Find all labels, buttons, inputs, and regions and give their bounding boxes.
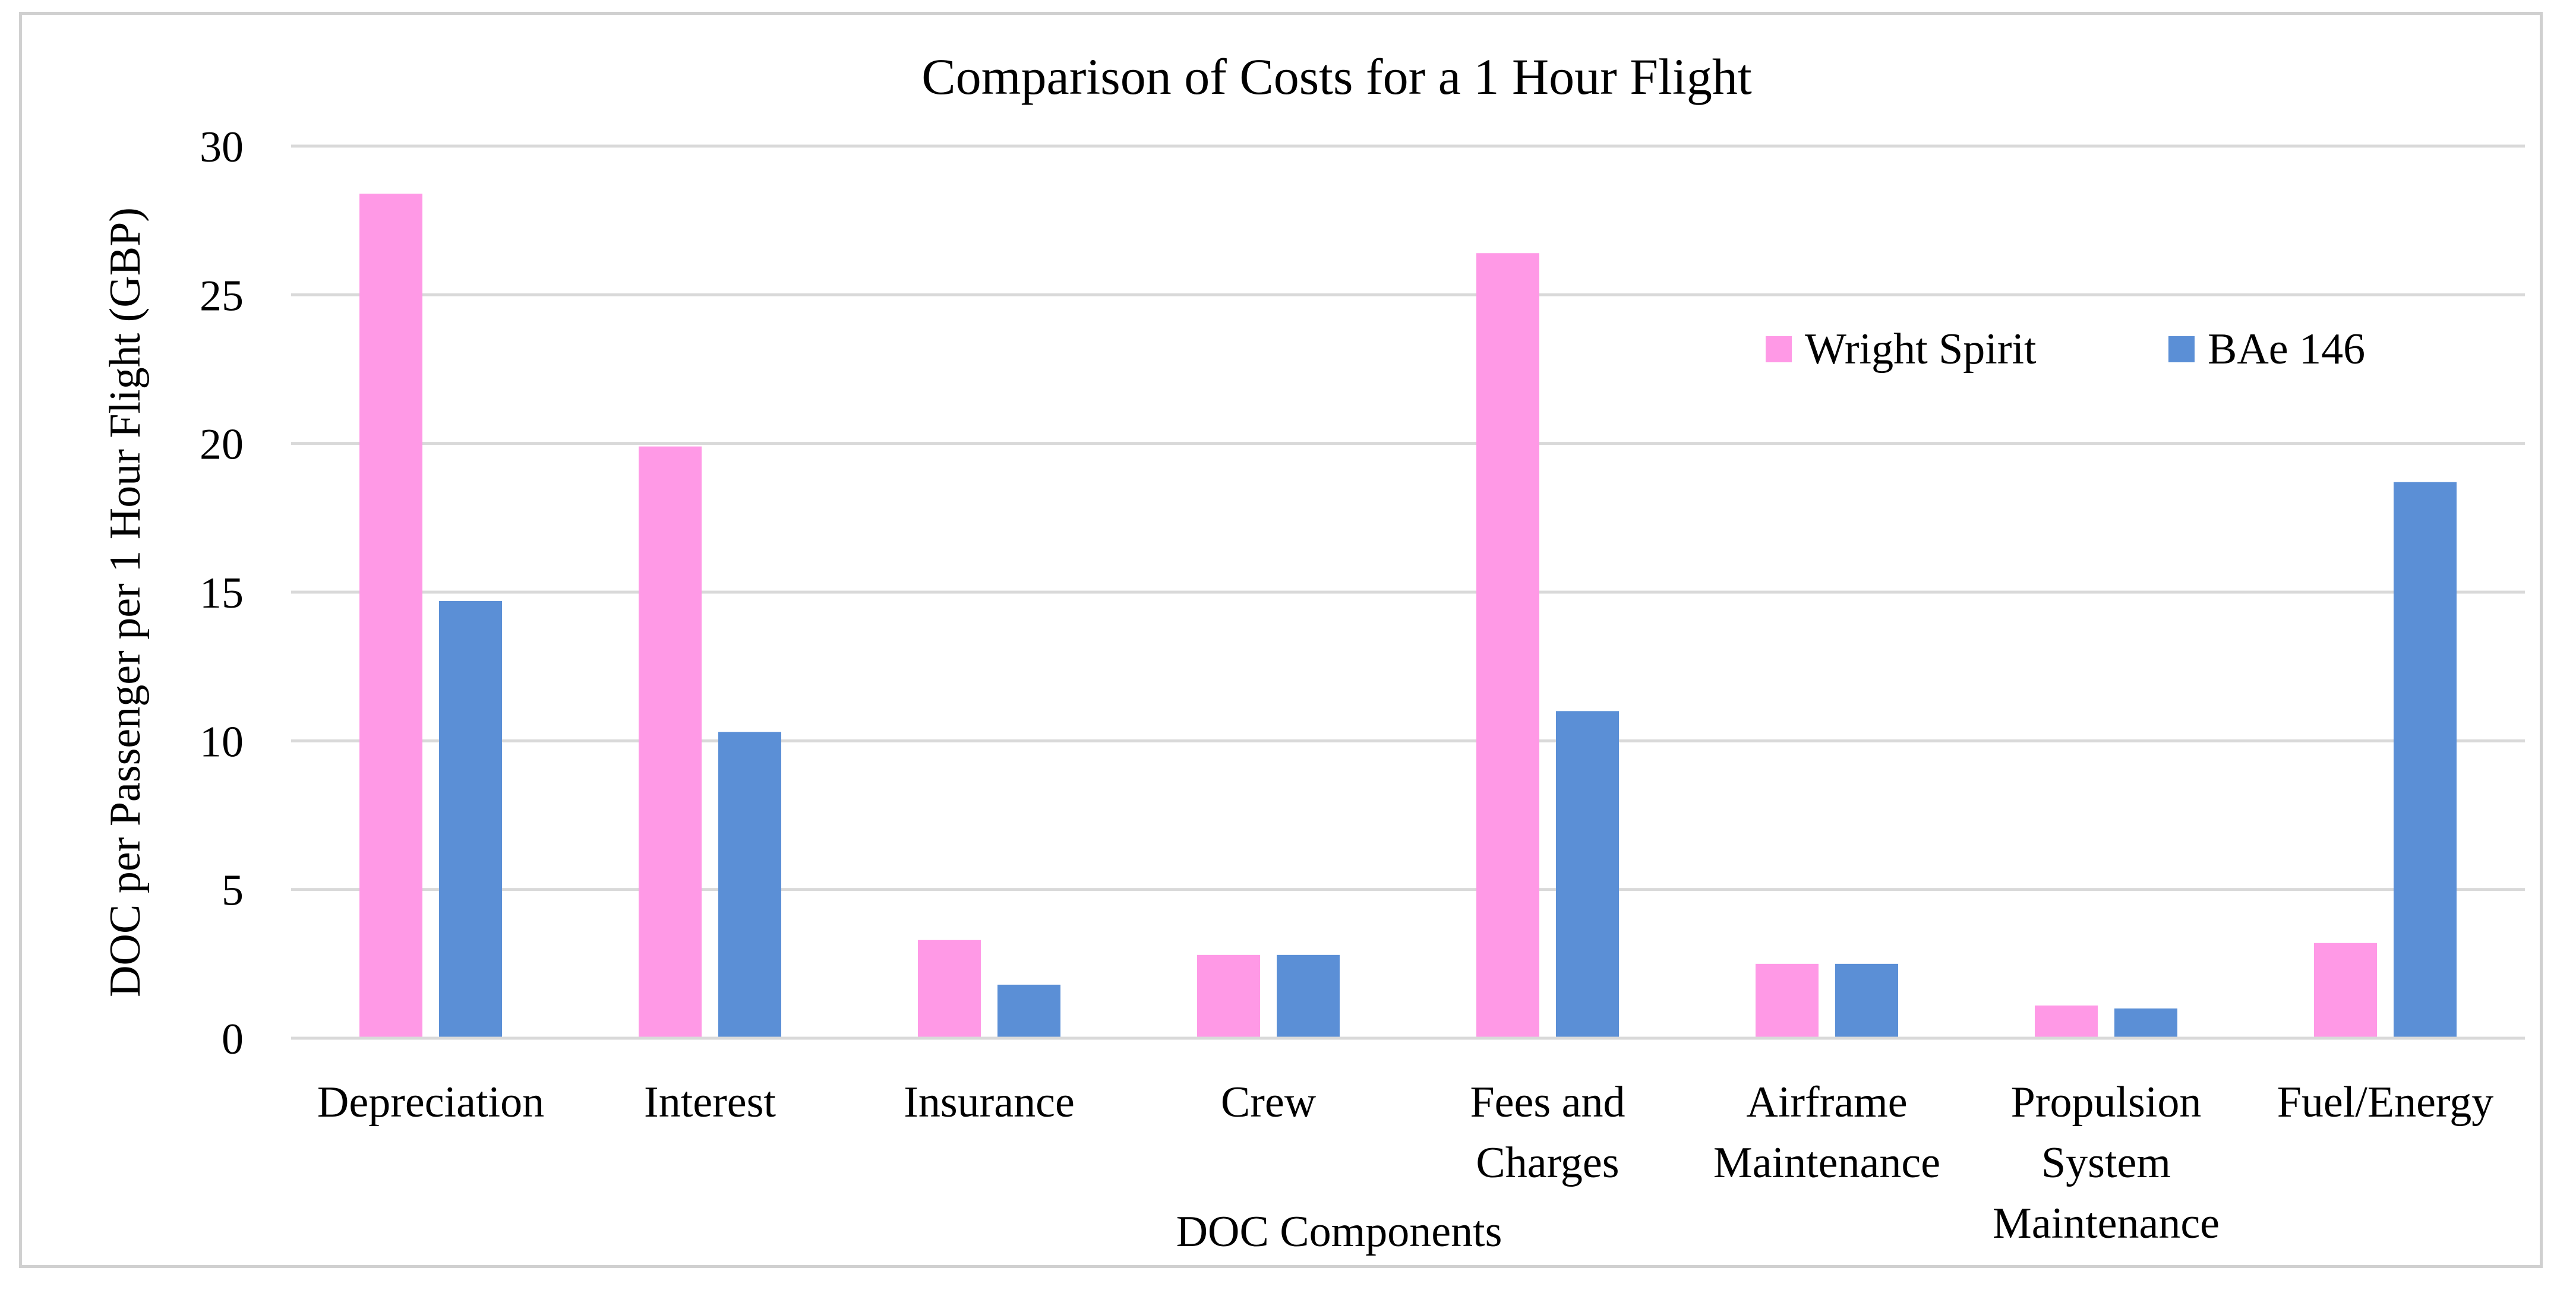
x-tick-label: Depreciation xyxy=(317,1078,544,1127)
bar-wright-spirit xyxy=(1476,253,1539,1038)
bar-wright-spirit xyxy=(2035,1005,2098,1038)
x-tick-label: Fuel/Energy xyxy=(2277,1078,2493,1127)
gridlines xyxy=(291,144,2525,891)
x-axis-label: DOC Components xyxy=(1176,1207,1502,1256)
bar-bae-146 xyxy=(2114,1008,2177,1038)
bar-bae-146 xyxy=(439,601,502,1038)
y-tick-label: 20 xyxy=(200,421,244,469)
bar-wright-spirit xyxy=(918,940,981,1038)
legend: Wright Spirit BAe 146 xyxy=(1766,325,2365,374)
bar-wright-spirit xyxy=(1197,954,1260,1038)
bar-wright-spirit xyxy=(639,446,702,1038)
bar-wright-spirit xyxy=(2314,943,2377,1038)
x-tick-label: Interest xyxy=(644,1078,776,1127)
bars xyxy=(359,194,2457,1038)
bar-bae-146 xyxy=(997,984,1060,1038)
bar-wright-spirit xyxy=(359,194,422,1038)
y-tick-label: 30 xyxy=(200,123,244,172)
bar-bae-146 xyxy=(718,732,781,1038)
x-tick-label: Fees and Charges xyxy=(1470,1078,1625,1187)
y-tick-label: 15 xyxy=(200,569,244,618)
legend-swatch xyxy=(2168,336,2195,362)
bar-bae-146 xyxy=(1556,711,1619,1038)
x-tick-label: Crew xyxy=(1221,1078,1317,1127)
bar-bae-146 xyxy=(2394,482,2457,1038)
y-tick-label: 10 xyxy=(200,717,244,766)
y-tick-label: 0 xyxy=(222,1015,244,1064)
x-tick-label: Propulsion System Maintenance xyxy=(1993,1078,2220,1248)
y-axis-label: DOC per Passenger per 1 Hour Flight (GBP… xyxy=(101,207,150,997)
y-axis-ticks: 0 5 10 15 20 25 30 xyxy=(200,123,244,1064)
x-axis-ticks: Depreciation Interest Insurance Crew Fees an… xyxy=(317,1078,2493,1248)
bar-bae-146 xyxy=(1835,963,1898,1038)
x-tick-label: Airframe Maintenance xyxy=(1713,1078,1940,1187)
legend-label: Wright Spirit xyxy=(1805,325,2037,374)
chart-title: Comparison of Costs for a 1 Hour Flight xyxy=(921,48,1752,105)
y-tick-label: 5 xyxy=(222,867,244,915)
y-tick-label: 25 xyxy=(200,271,244,320)
bar-wright-spirit xyxy=(1756,963,1819,1038)
legend-label: BAe 146 xyxy=(2208,325,2365,374)
x-tick-label: Insurance xyxy=(904,1078,1075,1127)
bar-bae-146 xyxy=(1277,954,1340,1038)
legend-swatch xyxy=(1766,336,1792,362)
